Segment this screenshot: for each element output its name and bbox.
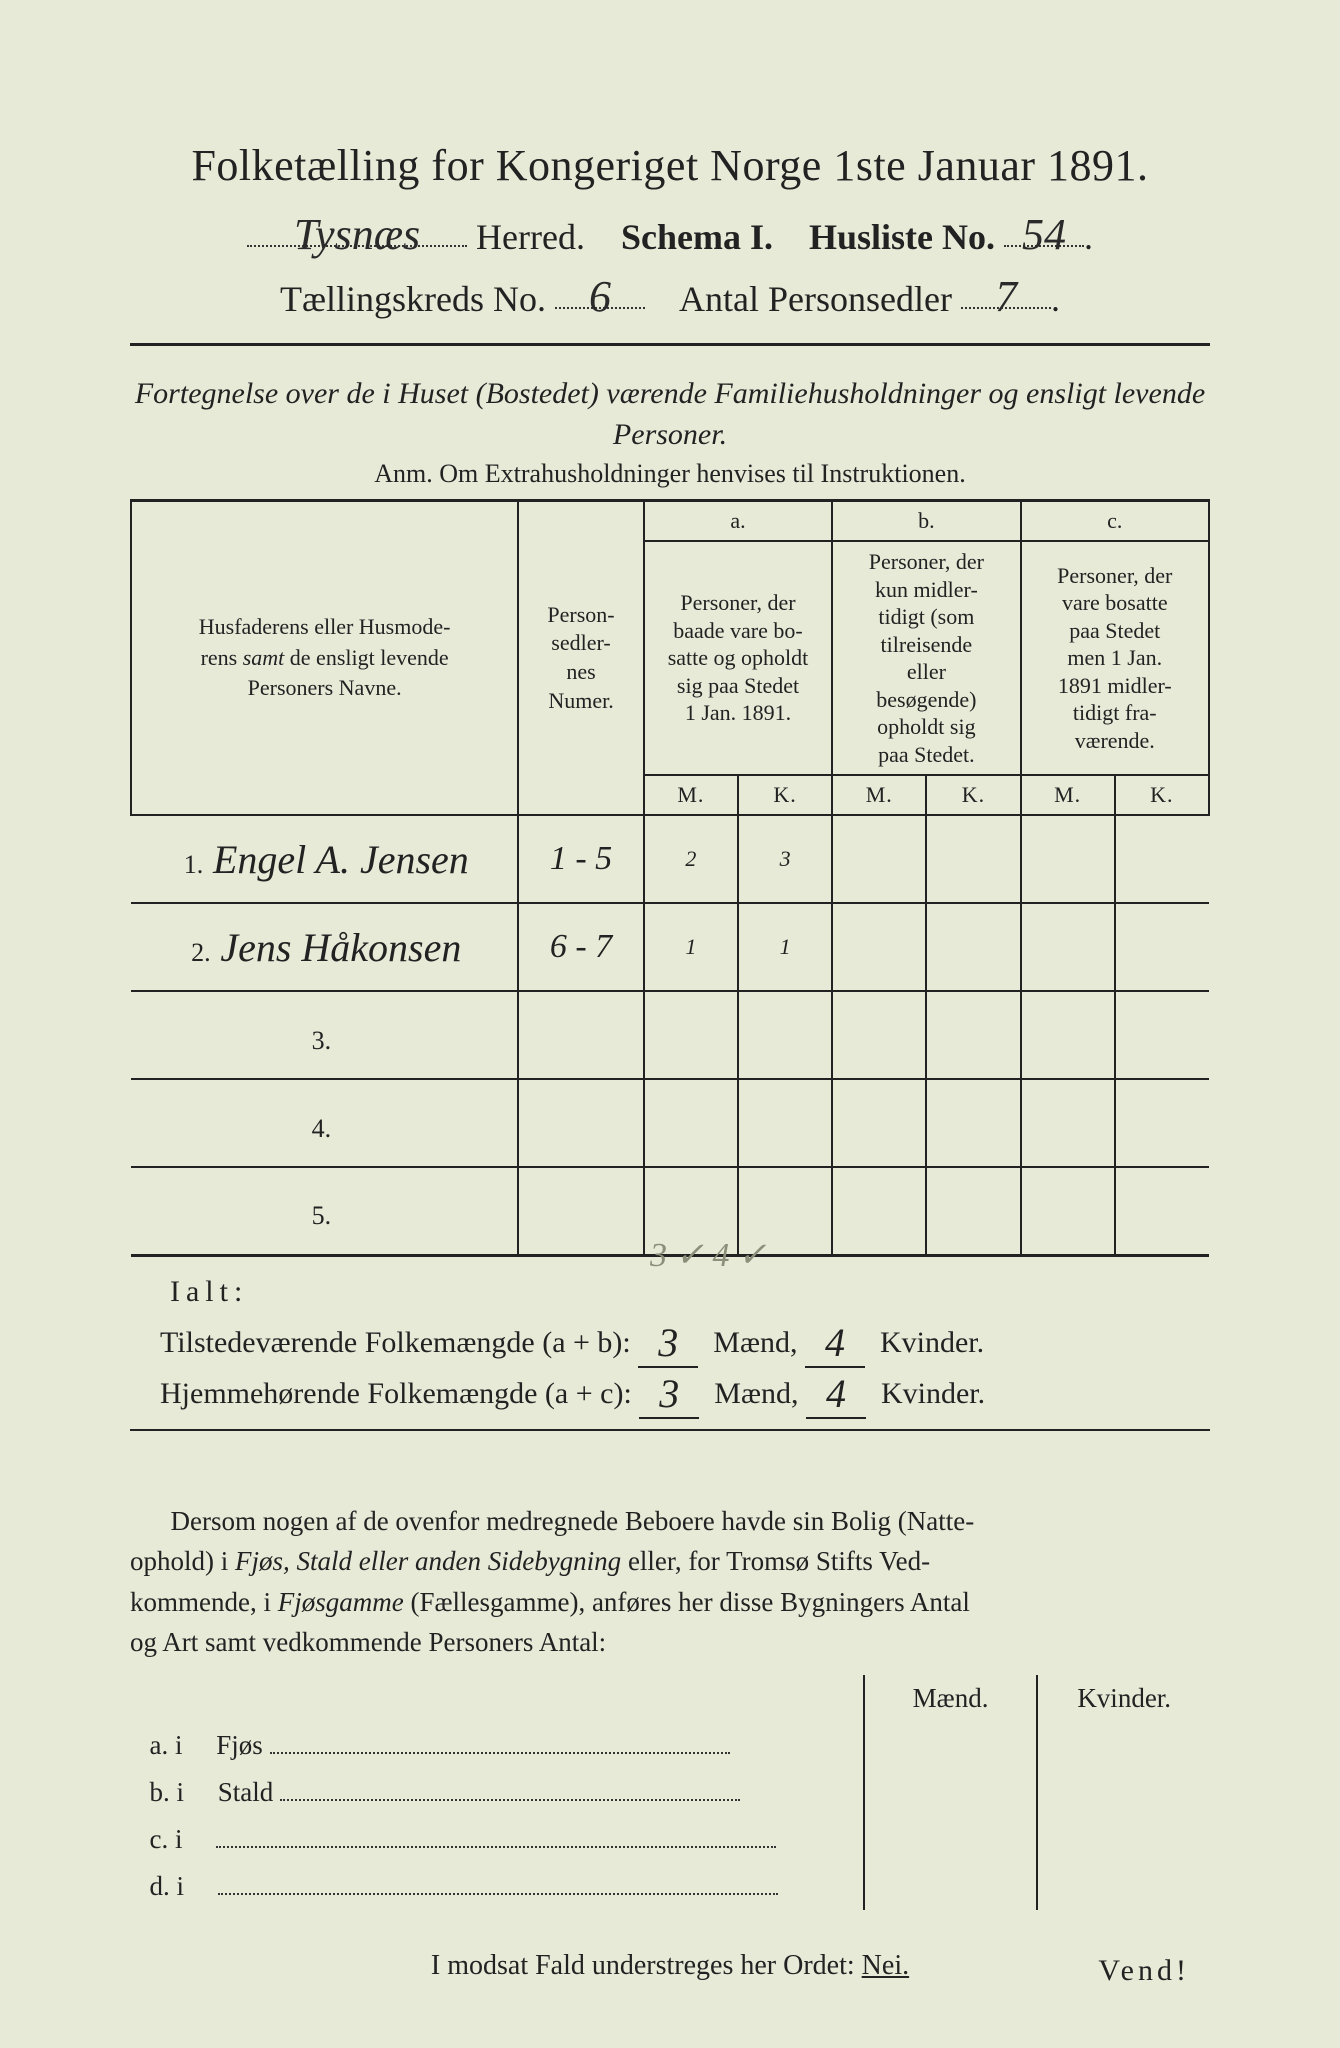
col-b-m: M. [832, 775, 926, 815]
antal-value: 7 [995, 272, 1017, 321]
col-c-k: K. [1115, 775, 1209, 815]
pencil-check: 3 ✓ 4 ✓ [650, 1235, 766, 1275]
nei-word: Nei. [862, 1950, 909, 1981]
sum2-mlabel: Mænd, [714, 1377, 798, 1410]
col-c-m: M. [1021, 775, 1115, 815]
col-num-head: Person-sedler-nesNumer. [518, 501, 644, 816]
col-a-top: a. [644, 501, 832, 542]
kreds-label: Tællingskreds No. [280, 279, 546, 319]
outbuilding-row: a. i Fjøs [130, 1722, 1210, 1769]
page-title: Folketælling for Kongeriget Norge 1ste J… [130, 140, 1210, 191]
nei-pre: I modsat Fald understreges her Ordet: [431, 1950, 862, 1981]
outbuilding-row: c. i [130, 1816, 1210, 1863]
col-b-k: K. [926, 775, 1020, 815]
row-name: Jens Håkonsen [220, 925, 461, 970]
col-a-k: K. [738, 775, 832, 815]
outbuilding-row: b. i Stald [130, 1769, 1210, 1816]
vend-label: Vend! [1098, 1954, 1190, 1988]
lower-head-k: Kvinder. [1037, 1675, 1210, 1722]
col-b-desc: Personer, derkun midler-tidigt (somtilre… [832, 541, 1020, 775]
col-c-desc: Personer, dervare bosattepaa Stedetmen 1… [1021, 541, 1209, 775]
col-names-head: Husfaderens eller Husmode-rens samt de e… [131, 501, 518, 816]
table-row: 4. [131, 1079, 1209, 1167]
sum1-label: Tilstedeværende Folkemængde (a + b): [160, 1326, 631, 1359]
lower-head-m: Mænd. [864, 1675, 1038, 1722]
schema-label: Schema I. [621, 217, 773, 257]
subtitle: Fortegnelse over de i Huset (Bostedet) v… [130, 374, 1210, 455]
table-row: 1. Engel A. Jensen1 - 523 [131, 815, 1209, 903]
census-form-page: Folketælling for Kongeriget Norge 1ste J… [0, 0, 1340, 2048]
row-name: Engel A. Jensen [213, 837, 469, 882]
herred-label: Herred. [476, 217, 585, 257]
divider2 [130, 1429, 1210, 1431]
household-table: Husfaderens eller Husmode-rens samt de e… [130, 499, 1210, 1257]
outbuilding-table: Mænd. Kvinder. a. i Fjøs b. i Stald c. i… [130, 1675, 1210, 1910]
husliste-label: Husliste No. [809, 217, 995, 257]
sum-resident: Hjemmehørende Folkemængde (a + c): 3 Mæn… [130, 1366, 1210, 1415]
sum1-m: 3 [638, 1319, 698, 1368]
herred-value: Tysnæs [294, 210, 420, 259]
sum1-k: 4 [805, 1319, 865, 1368]
antal-label: Antal Personsedler [679, 279, 952, 319]
divider [130, 343, 1210, 346]
nei-line: I modsat Fald understreges her Ordet: Ne… [130, 1950, 1210, 1982]
table-row: 2. Jens Håkonsen6 - 711 [131, 903, 1209, 991]
sum2-m: 3 [639, 1370, 699, 1419]
kreds-value: 6 [589, 272, 611, 321]
outbuilding-paragraph: Dersom nogen af de ovenfor medregnede Be… [130, 1501, 1210, 1663]
husliste-value: 54 [1022, 210, 1066, 259]
sum1-klabel: Kvinder. [880, 1326, 984, 1359]
col-a-m: M. [644, 775, 738, 815]
sum2-k: 4 [806, 1370, 866, 1419]
table-row: 3. [131, 991, 1209, 1079]
sum1-mlabel: Mænd, [713, 1326, 797, 1359]
line-herred: Tysnæs Herred. Schema I. Husliste No. 54… [130, 209, 1210, 263]
line-kreds: Tællingskreds No. 6 Antal Personsedler 7… [130, 271, 1210, 325]
sum-present: Tilstedeværende Folkemængde (a + b): 3 M… [130, 1315, 1210, 1364]
anm-note: Anm. Om Extrahusholdninger henvises til … [130, 459, 1210, 489]
col-c-top: c. [1021, 501, 1209, 542]
outbuilding-row: d. i [130, 1863, 1210, 1910]
ialt-label: Ialt: [170, 1275, 1210, 1309]
col-a-desc: Personer, derbaade vare bo-satte og opho… [644, 541, 832, 775]
sum2-klabel: Kvinder. [881, 1377, 985, 1410]
sum2-label: Hjemmehørende Folkemængde (a + c): [160, 1377, 632, 1410]
col-b-top: b. [832, 501, 1020, 542]
